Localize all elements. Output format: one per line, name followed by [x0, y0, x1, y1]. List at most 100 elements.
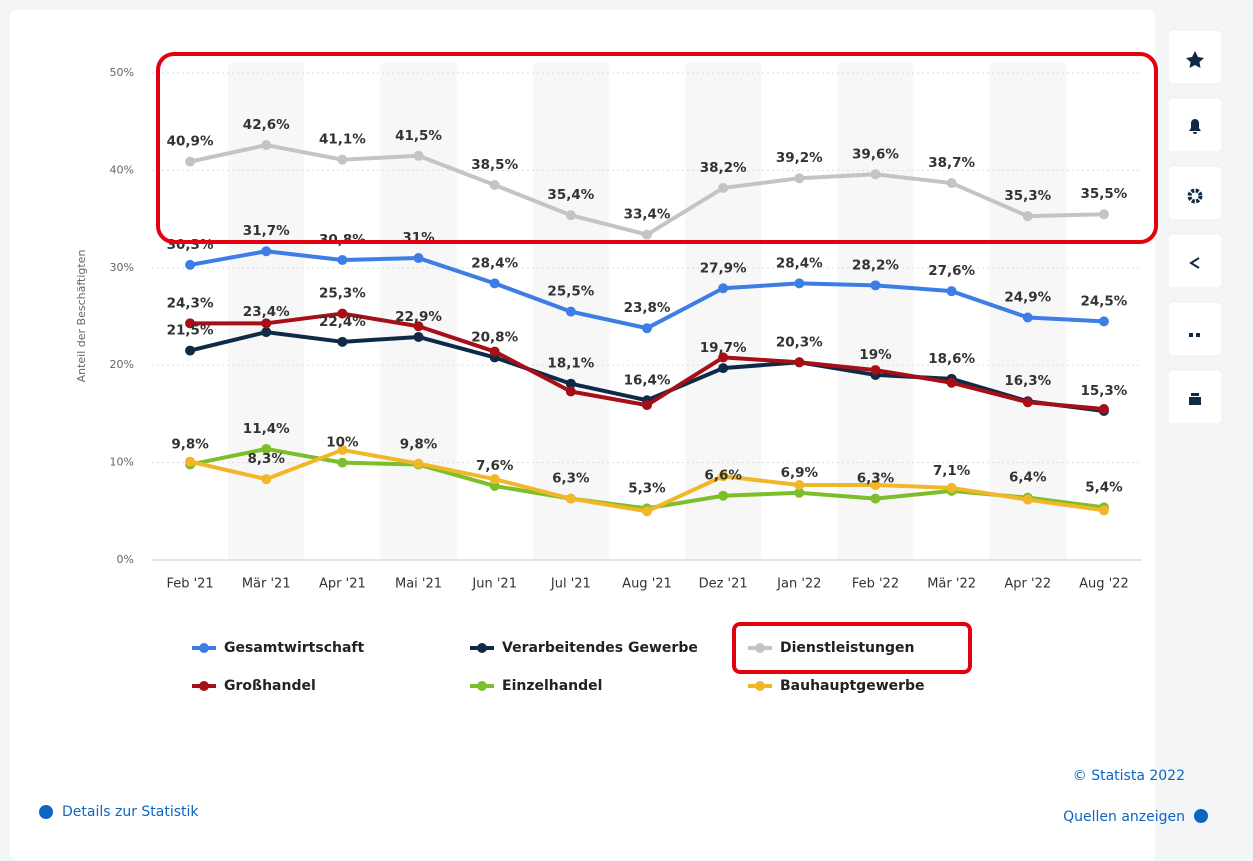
data-label: 24,5% [1081, 293, 1128, 309]
data-label: 5,4% [1085, 479, 1123, 495]
data-point [261, 474, 272, 485]
share-icon [1189, 257, 1200, 269]
data-label: 24,3% [167, 295, 214, 311]
data-point [946, 286, 957, 297]
data-point [413, 321, 424, 332]
cite-button[interactable] [1167, 301, 1223, 357]
y-tick-label: 10% [110, 456, 134, 469]
x-tick-label: Jan '22 [776, 577, 821, 592]
copyright[interactable]: © Statista 2022 [1073, 768, 1185, 784]
details-link[interactable]: Details zur Statistik [62, 804, 199, 820]
x-tick-label: Mär '22 [927, 577, 976, 592]
data-point [718, 182, 729, 193]
legend-label: Bauhauptgewerbe [780, 678, 925, 694]
data-label: 42,6% [243, 117, 290, 133]
data-label: 27,9% [700, 260, 747, 276]
data-point [261, 246, 272, 257]
toolbar [1167, 29, 1223, 425]
settings-button[interactable] [1167, 165, 1223, 221]
legend-swatch [477, 643, 487, 653]
data-label: 35,5% [1081, 186, 1128, 202]
highlight-box [156, 52, 1158, 244]
data-point [413, 253, 424, 264]
data-point [642, 229, 652, 240]
data-label: 19,7% [700, 340, 747, 356]
data-point [946, 178, 957, 189]
data-label: 20,8% [471, 329, 518, 345]
data-label: 25,5% [547, 284, 594, 300]
data-point [413, 331, 424, 342]
sources-link[interactable]: Quellen anzeigen [1063, 809, 1185, 825]
data-label: 8,3% [248, 451, 286, 467]
highlight-box [732, 622, 972, 674]
data-point [1098, 505, 1109, 516]
data-point [185, 318, 196, 329]
legend-swatch [477, 681, 487, 691]
data-label: 15,3% [1081, 383, 1128, 399]
data-label: 5,3% [628, 480, 666, 496]
data-point [870, 169, 881, 180]
data-point [565, 386, 576, 397]
data-point [1098, 316, 1109, 327]
data-point [1098, 404, 1109, 415]
data-point [565, 493, 576, 504]
data-point [261, 327, 272, 338]
data-label: 16,3% [1004, 373, 1051, 389]
data-point [1022, 211, 1033, 222]
x-tick-label: Feb '21 [166, 577, 213, 592]
data-point [794, 357, 805, 368]
y-tick-label: 40% [110, 163, 134, 176]
data-point [718, 283, 729, 294]
data-point [489, 278, 500, 289]
data-point [337, 255, 348, 266]
data-point [185, 259, 196, 270]
y-tick-label: 0% [117, 553, 134, 566]
x-tick-label: Feb '22 [852, 577, 899, 592]
data-label: 31,7% [243, 223, 290, 239]
legend-label: Gesamtwirtschaft [224, 640, 365, 656]
data-point [489, 474, 500, 485]
data-point [794, 173, 805, 184]
data-label: 38,2% [700, 160, 747, 176]
data-label: 9,8% [171, 437, 209, 453]
data-point [642, 400, 652, 411]
data-point [870, 365, 881, 376]
info-icon [1194, 809, 1208, 823]
data-point [1022, 397, 1033, 408]
data-label: 22,9% [395, 309, 442, 325]
y-axis-label: Anteil der Beschäftigten [75, 250, 88, 383]
y-tick-label: 20% [110, 358, 134, 371]
data-point [337, 336, 348, 347]
data-point [946, 482, 957, 493]
data-label: 23,4% [243, 304, 290, 320]
data-point [718, 352, 729, 363]
data-point [337, 308, 348, 319]
plot: Feb '21 Mär '21 Apr '21 Mai '21 Jun '21 Jul '… [110, 66, 1142, 592]
data-label: 41,5% [395, 128, 442, 144]
data-point [185, 456, 196, 467]
data-label: 27,6% [928, 263, 975, 279]
data-point [870, 480, 881, 491]
data-label: 6,3% [857, 471, 895, 487]
data-label: 40,9% [167, 134, 214, 150]
data-label: 28,2% [852, 257, 899, 273]
x-tick-label: Apr '21 [319, 577, 366, 592]
legend-label: Verarbeitendes Gewerbe [502, 640, 698, 656]
column-band [837, 63, 914, 560]
info-icon [39, 805, 53, 819]
data-label: 16,4% [624, 372, 671, 388]
data-point [565, 306, 576, 317]
data-point [337, 444, 348, 455]
x-tick-label: Aug '22 [1079, 577, 1129, 592]
legend-swatch [755, 643, 765, 653]
data-label: 6,9% [781, 465, 819, 481]
x-tick-label: Jun '21 [471, 577, 517, 592]
data-point [565, 378, 576, 389]
data-label: 6,3% [552, 471, 590, 487]
column-band [380, 63, 457, 560]
legend-swatch [755, 681, 765, 691]
data-label: 18,1% [547, 356, 594, 372]
data-label: 6,6% [704, 468, 742, 484]
data-label: 35,4% [547, 187, 594, 203]
data-label: 21,5% [167, 323, 214, 339]
